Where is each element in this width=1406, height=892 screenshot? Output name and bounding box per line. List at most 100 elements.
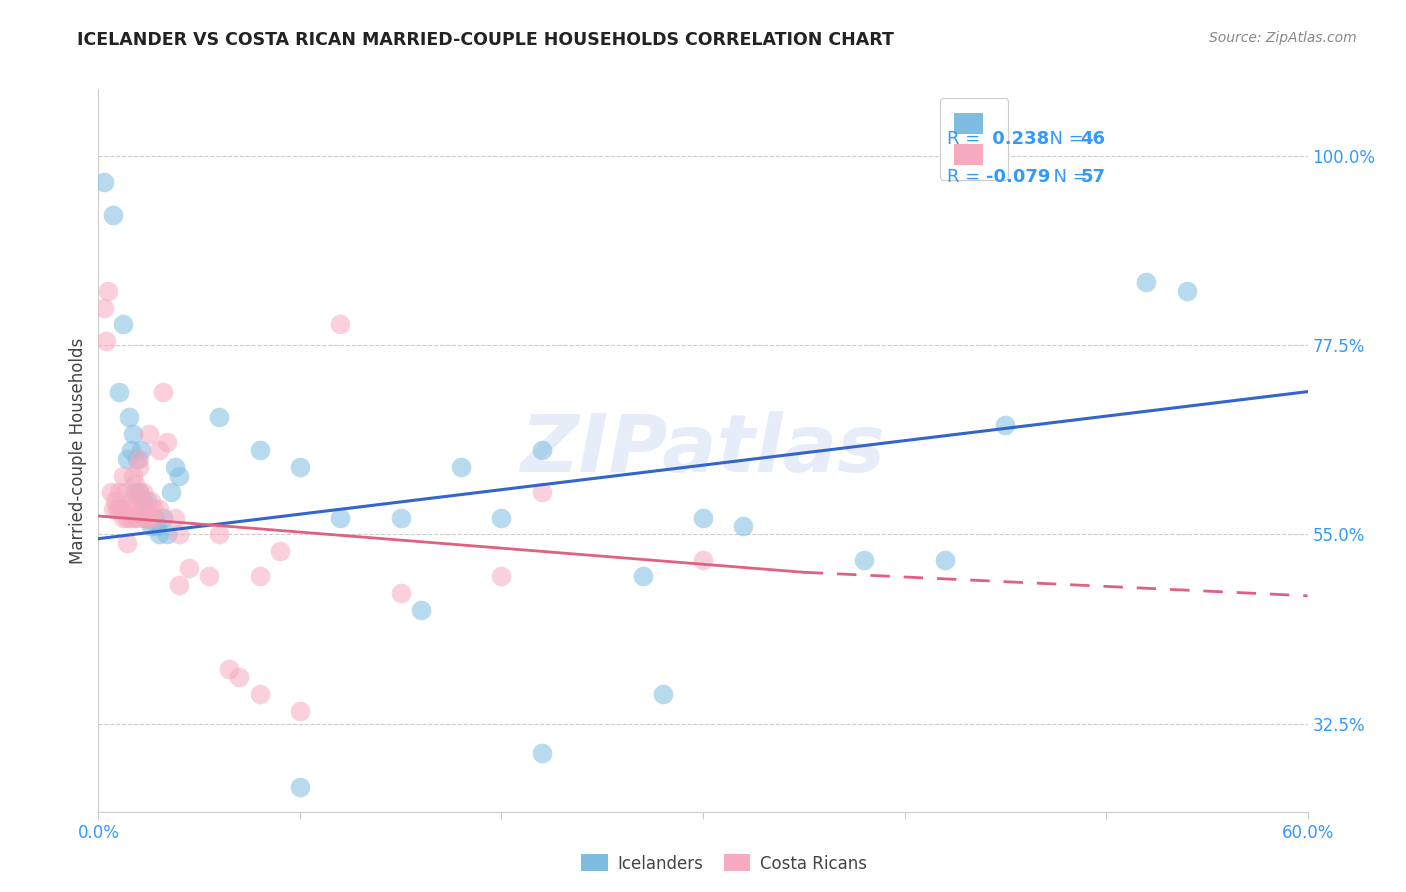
Point (179, 561, 201, 575)
Point (107, 384, 129, 399)
Point (934, 552, 956, 566)
Point (107, 485, 129, 500)
Point (152, 384, 174, 399)
Point (651, 687, 673, 701)
Point (249, 569, 271, 583)
Text: Source: ZipAtlas.com: Source: ZipAtlas.com (1209, 31, 1357, 45)
Point (208, 409, 231, 424)
Point (142, 502, 165, 516)
Point (631, 569, 654, 583)
Point (491, 510, 513, 524)
Point (111, 318, 134, 332)
Point (139, 519, 162, 533)
Point (129, 494, 152, 508)
Text: R =: R = (946, 168, 986, 186)
Point (132, 502, 155, 516)
Point (152, 510, 174, 524)
Point (389, 510, 412, 524)
Text: 57: 57 (1080, 168, 1105, 186)
Point (138, 510, 160, 524)
Point (132, 494, 155, 508)
Point (853, 552, 876, 566)
Point (120, 510, 142, 524)
Point (163, 510, 186, 524)
Point (125, 451, 148, 466)
Point (120, 494, 142, 508)
Point (409, 603, 432, 617)
Point (269, 544, 291, 558)
Point (198, 569, 221, 583)
Point (167, 527, 190, 541)
Legend: , : , (939, 98, 1008, 179)
Y-axis label: Married-couple Households: Married-couple Households (69, 337, 87, 564)
Point (389, 586, 412, 600)
Point (124, 510, 146, 524)
Point (530, 443, 553, 458)
Point (148, 443, 170, 458)
Point (249, 443, 271, 458)
Point (128, 485, 150, 500)
Point (97, 284, 120, 298)
Point (107, 502, 129, 516)
Point (530, 746, 553, 760)
Point (121, 426, 143, 441)
Point (156, 527, 179, 541)
Point (128, 485, 150, 500)
Text: N =: N = (1038, 130, 1090, 148)
Point (148, 502, 170, 516)
Point (124, 477, 146, 491)
Point (143, 510, 166, 524)
Point (114, 485, 136, 500)
Point (1135, 276, 1157, 290)
Point (128, 451, 150, 466)
Point (129, 443, 152, 458)
Point (692, 552, 714, 566)
Point (120, 443, 142, 458)
Point (93, 301, 115, 315)
Point (329, 510, 352, 524)
Point (288, 704, 311, 718)
Point (115, 451, 138, 466)
Point (228, 670, 250, 684)
Point (167, 468, 190, 483)
Point (163, 460, 186, 475)
Point (134, 510, 156, 524)
Point (208, 527, 231, 541)
Point (115, 510, 138, 524)
Point (100, 485, 122, 500)
Text: 0.238: 0.238 (986, 130, 1049, 148)
Point (118, 409, 141, 424)
Text: ICELANDER VS COSTA RICAN MARRIED-COUPLE HOUSEHOLDS CORRELATION CHART: ICELANDER VS COSTA RICAN MARRIED-COUPLE … (77, 31, 894, 49)
Point (167, 578, 190, 592)
Point (329, 318, 352, 332)
Point (733, 519, 755, 533)
Point (135, 510, 157, 524)
Point (143, 510, 166, 524)
Point (118, 502, 141, 516)
Point (450, 460, 472, 475)
Point (111, 468, 134, 483)
Point (103, 494, 125, 508)
Point (138, 510, 160, 524)
Point (142, 510, 165, 524)
Point (146, 519, 169, 533)
Point (124, 485, 146, 500)
Point (134, 510, 156, 524)
Point (115, 536, 138, 550)
Legend: Icelanders, Costa Ricans: Icelanders, Costa Ricans (574, 847, 875, 880)
Point (530, 485, 553, 500)
Text: ZIPatlas: ZIPatlas (520, 411, 886, 490)
Text: -0.079: -0.079 (986, 168, 1050, 186)
Point (218, 662, 240, 676)
Text: N =: N = (1042, 168, 1094, 186)
Point (156, 435, 179, 450)
Point (135, 494, 157, 508)
Point (101, 208, 124, 222)
Point (101, 502, 124, 516)
Point (125, 510, 148, 524)
Point (138, 426, 160, 441)
Text: 46: 46 (1080, 130, 1105, 148)
Point (491, 569, 513, 583)
Point (128, 460, 150, 475)
Point (110, 502, 132, 516)
